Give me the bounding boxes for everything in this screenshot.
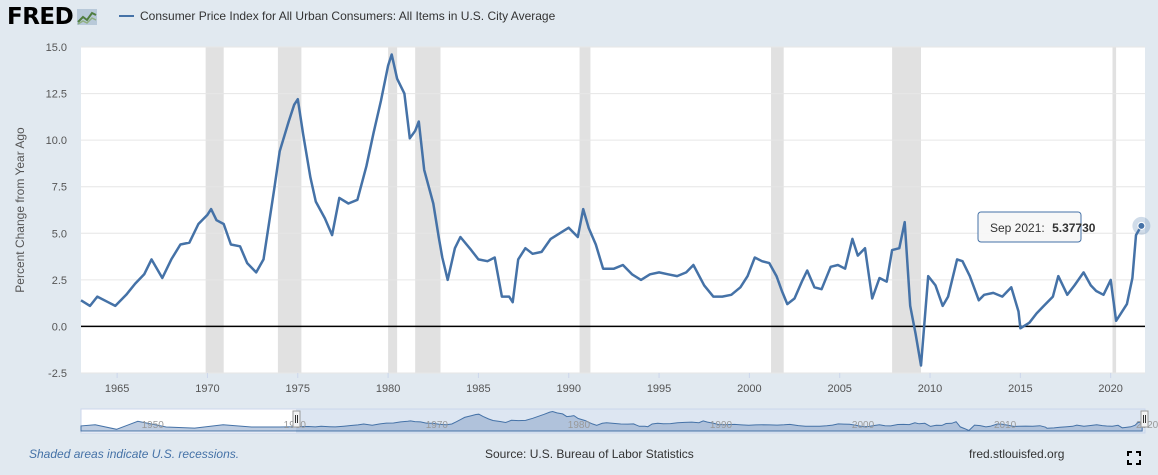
recession-band [277, 47, 302, 373]
cpi-series-line [80, 53, 1143, 367]
hover-point [1137, 221, 1146, 230]
x-tick-label: 1975 [286, 383, 310, 395]
y-tick-label: -2.5 [48, 368, 67, 380]
x-tick-label: 1985 [466, 383, 490, 395]
fred-logo-text: FRED [7, 4, 74, 30]
y-tick-label: 2.5 [52, 275, 67, 287]
navigator-label: 2010 [994, 420, 1017, 431]
tooltip: Sep 2021: 5.37730 [977, 211, 1096, 243]
navigator-right-handle[interactable] [1140, 410, 1149, 428]
x-tick-label: 2010 [918, 383, 942, 395]
x-tick-label: 1980 [376, 383, 400, 395]
recession-note: Shaded areas indicate U.S. recessions. [29, 447, 240, 461]
y-axis-ticks: 15.0 12.5 10.0 7.5 5.0 2.5 0.0 -2.5 [46, 42, 67, 380]
navigator-label: 1950 [142, 420, 165, 431]
y-axis-label: Percent Change from Year Ago [13, 127, 27, 293]
navigator-label: 1970 [426, 420, 449, 431]
tooltip-value: 5.37730 [1052, 221, 1096, 235]
source-note: Source: U.S. Bureau of Labor Statistics [485, 447, 694, 461]
x-tick-label: 1995 [647, 383, 671, 395]
navigator-label: 2000 [852, 420, 875, 431]
fred-logo[interactable]: FRED [7, 4, 98, 30]
x-tick-label: 2015 [1008, 383, 1032, 395]
cpi-line-chart[interactable]: 15.0 12.5 10.0 7.5 5.0 2.5 0.0 -2.5 1965 1970 197… [0, 0, 1158, 440]
x-axis-ticks: 1965 1970 1975 1980 1985 1990 1995 2000 2005 2010… [105, 373, 1123, 395]
x-tick-label: 2000 [737, 383, 761, 395]
navigator-label: 1990 [710, 420, 733, 431]
navigator-left-handle[interactable] [292, 410, 301, 428]
y-tick-label: 10.0 [46, 135, 67, 147]
y-tick-label: 12.5 [46, 89, 67, 101]
recession-band [579, 47, 591, 373]
range-navigator[interactable]: 19501960197019801990200020102020 [80, 408, 1158, 434]
svg-text:Sep 2021: 5.37730: Sep 2021: 5.37730 [990, 221, 1096, 235]
plot-area [81, 47, 1145, 373]
legend-series-label: Consumer Price Index for All Urban Consu… [140, 9, 556, 23]
chart-legend[interactable]: Consumer Price Index for All Urban Consu… [119, 9, 555, 23]
recession-band [892, 47, 921, 373]
recession-band [1112, 47, 1117, 373]
y-tick-label: 5.0 [52, 228, 67, 240]
site-link[interactable]: fred.stlouisfed.org [969, 447, 1065, 461]
recession-band [388, 47, 398, 373]
x-tick-label: 1990 [556, 383, 580, 395]
y-tick-label: 7.5 [52, 182, 67, 194]
fred-spark-icon [77, 9, 98, 25]
legend-series-swatch [119, 15, 134, 17]
x-tick-label: 2005 [827, 383, 851, 395]
recession-band [771, 47, 784, 373]
navigator-label: 1980 [568, 420, 591, 431]
navigator-series [80, 410, 1143, 432]
recession-band [415, 47, 441, 373]
tooltip-label: Sep 2021: [990, 221, 1045, 235]
x-tick-label: 1965 [105, 383, 129, 395]
y-tick-label: 0.0 [52, 321, 67, 333]
recession-bands [205, 47, 1117, 373]
y-tick-label: 15.0 [46, 42, 67, 54]
recession-band [205, 47, 224, 373]
x-tick-label: 1970 [195, 383, 219, 395]
gridlines [81, 46, 1145, 374]
x-tick-label: 2020 [1098, 383, 1122, 395]
fullscreen-icon[interactable] [1127, 451, 1141, 465]
